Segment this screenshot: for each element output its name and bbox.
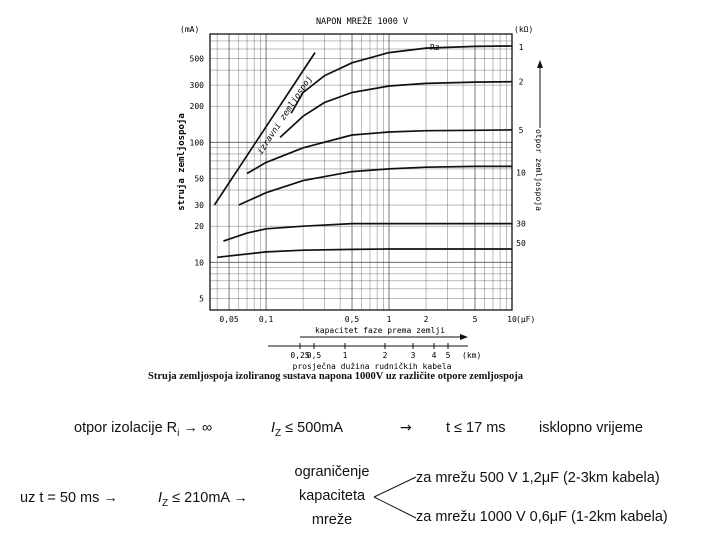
network-1000v-text: za mrežu 1000 V 0,6μF (1-2km kabela) [416,509,668,525]
x-tick-label: 10 [507,315,517,324]
y-tick-label: 50 [194,174,204,183]
x-tick-label: 1 [387,315,392,324]
capacity-limit-line3: mreže [311,512,353,528]
right-unit-label: (kΩ) [514,25,533,34]
right-axis-arrowhead-icon [537,60,543,68]
y-tick-label: 200 [190,102,205,111]
right-axis-label: otpor zemljospoja [534,129,543,211]
km-tick-label: 0,5 [307,351,322,360]
right-tick-label: 30 [516,220,526,229]
insulation-resistance-text: otpor izolacije Ri → ∞ [74,420,213,439]
km-tick-label: 4 [432,351,437,360]
x-tick-label: 0,05 [219,315,238,324]
chart-caption: Struja zemljospoja izoliranog sustava na… [148,371,523,382]
current-limit-500-text: IZ ≤ 500mA [271,420,344,439]
km-unit-label: (km) [462,351,481,360]
y-tick-label: 20 [194,222,204,231]
time-17ms-text: t ≤ 17 ms [446,420,506,436]
with-t50ms-text: uz t = 50 ms → [20,490,118,506]
series-line-30 [223,222,512,242]
curves [213,45,513,259]
km-tick-label: 3 [411,351,416,360]
arrow-right-icon: → [400,420,412,436]
x-tick-label: 0,1 [259,315,274,324]
km-tick-label: 5 [446,351,451,360]
y-tick-label: 10 [194,258,204,267]
x-axis-label: kapacitet faze prema zemlji [315,326,445,335]
x-tick-label: 0,5 [345,315,360,324]
rz-curve-label: Rz [430,43,440,52]
y-tick-label: 100 [190,138,205,147]
km-tick-label: 0,25 [290,351,309,360]
trip-time-text: isklopno vrijeme [539,420,643,436]
x-tick-label: 2 [424,315,429,324]
km-tick-label: 1 [343,351,348,360]
y-tick-label: 5 [199,294,204,303]
right-tick-label: 1 [519,43,524,52]
y-unit-label: (mA) [180,25,199,34]
y-axis-label: struja zemljospoja [176,113,187,211]
y-tick-label: 300 [190,81,205,90]
current-limit-210-text: IZ ≤ 210mA → [158,490,248,509]
right-tick-label: 5 [519,126,524,135]
series-line-10 [238,165,512,206]
grid [210,33,513,311]
series-line-2 [279,80,513,139]
x-unit-label: (μF) [516,315,535,324]
plot-frame [209,33,513,311]
km-axis-label: prosječna dužina rudničkih kabela [293,361,452,371]
series-line-izravni-zemljospoj [213,52,316,206]
y-tick-label: 500 [190,54,205,63]
y-tick-label: 30 [194,201,204,210]
series-line-5 [246,129,513,175]
capacity-limit-line2: kapaciteta [298,488,366,504]
capacity-limit-line1: ograničenje [294,464,370,480]
right-tick-label: 50 [516,239,526,248]
network-500v-text: za mrežu 500 V 1,2μF (2-3km kabela) [416,470,660,486]
series-line-1 [290,45,513,114]
bracket-lines [373,476,417,519]
chart: 5 10 20 30 50 100 200 300 500 (mA) struja zemljosp… [176,15,543,371]
km-tick-label: 2 [383,351,388,360]
chart-labels: 5 10 20 30 50 100 200 300 500 (mA) struja zemljosp… [176,15,543,371]
right-tick-label: 10 [516,168,526,177]
right-tick-label: 2 [519,78,524,87]
chart-title: NAPON MREŽE 1000 V [316,15,408,27]
x-tick-label: 5 [473,315,478,324]
axes [209,33,543,349]
x-axis-arrowhead-icon [460,334,468,340]
series-line-50 [217,248,512,259]
